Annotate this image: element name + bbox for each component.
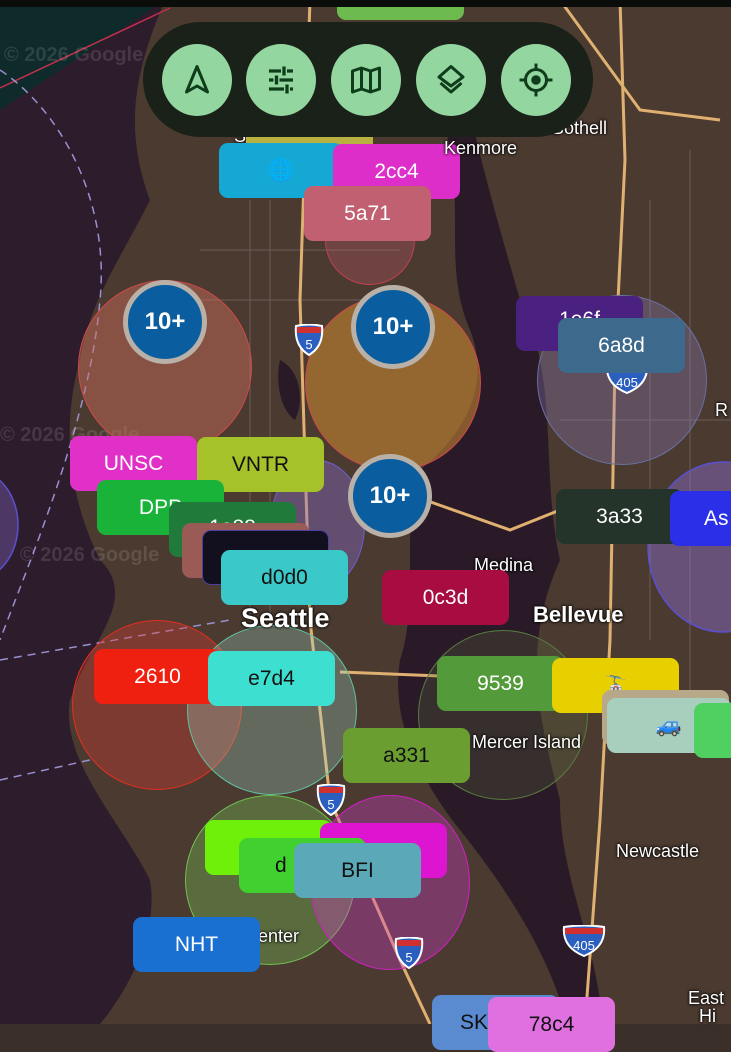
map-marker[interactable]: 78c4	[488, 997, 615, 1052]
map-marker[interactable]: NHT	[133, 917, 260, 972]
svg-text:5: 5	[305, 337, 312, 352]
my-location-button[interactable]	[501, 44, 571, 116]
place-label-seattle: Seattle	[241, 603, 330, 633]
map-marker[interactable]: 2610	[94, 649, 221, 704]
cluster-marker[interactable]: 10+	[351, 285, 435, 369]
layers-icon	[437, 65, 465, 94]
map-marker[interactable]: e7d4	[208, 651, 335, 706]
boundary-line	[0, 7, 171, 89]
map-marker[interactable]	[694, 703, 731, 758]
navigation-arrow-icon	[185, 65, 209, 94]
place-label: enter	[258, 926, 300, 946]
map-toolbar	[143, 22, 593, 137]
cluster-marker[interactable]: 10+	[348, 454, 432, 538]
map-marker[interactable]: As	[670, 491, 731, 546]
layers-button[interactable]	[416, 44, 486, 116]
map-watermark: © 2026 Google	[20, 544, 160, 566]
svg-text:5: 5	[327, 797, 334, 812]
car-icon: 🚙	[655, 713, 683, 737]
lake-union	[278, 360, 300, 420]
map-marker[interactable]: BFI	[294, 843, 421, 898]
map-marker[interactable]: 0c3d	[382, 570, 509, 625]
map-watermark: © 2026 Google	[4, 44, 144, 66]
interstate-shield-icon: 5	[294, 324, 324, 356]
map-type-button[interactable]	[331, 44, 401, 116]
map-icon	[351, 66, 381, 94]
map-marker[interactable]: a331	[343, 728, 470, 783]
cluster-marker[interactable]: 10+	[123, 280, 207, 364]
map-marker[interactable]: 9539	[437, 656, 564, 711]
svg-text:405: 405	[573, 938, 595, 953]
zone-circle	[78, 280, 252, 454]
puget-sound	[0, 0, 165, 1024]
my-location-icon	[519, 63, 553, 97]
interstate-shield-icon: 5	[394, 937, 424, 969]
place-label: Mercer Island	[472, 732, 582, 752]
place-label: Hi	[699, 1006, 716, 1026]
interstate-shield-icon: 5	[316, 784, 346, 816]
map-marker[interactable]: d0d0	[221, 550, 348, 605]
place-label: Newcastle	[616, 841, 700, 861]
svg-text:5: 5	[405, 950, 412, 965]
sliders-icon	[269, 66, 293, 94]
interstate-shield-icon: 405	[562, 925, 606, 957]
map-marker[interactable]: 6a8d	[558, 318, 685, 373]
svg-text:405: 405	[616, 375, 638, 390]
zone-circle	[0, 479, 19, 571]
map-marker[interactable]: 3a33	[556, 489, 683, 544]
navigate-button[interactable]	[162, 44, 232, 116]
map-marker[interactable]: DPP	[97, 480, 224, 535]
place-label: East	[688, 988, 725, 1008]
place-label-bellevue: Bellevue	[533, 602, 624, 627]
globe-icon: 🌐	[267, 158, 295, 182]
water-teal	[0, 0, 165, 110]
map-marker[interactable]: 5a71	[304, 186, 431, 241]
status-bar	[0, 0, 731, 7]
filters-button[interactable]	[246, 44, 316, 116]
place-label: R	[715, 400, 728, 420]
place-label: Kenmore	[444, 138, 518, 158]
